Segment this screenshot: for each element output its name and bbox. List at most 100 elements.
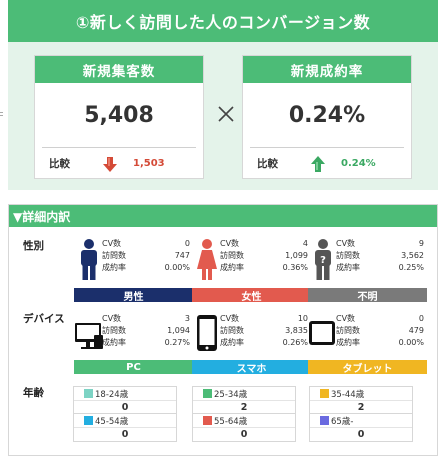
age-swatch <box>203 389 212 398</box>
cv-value: 0 <box>418 314 424 323</box>
visits-value: 1,099 <box>285 251 308 260</box>
age-range: 55-64歳 <box>214 416 248 427</box>
smartphone-label-bar: スマホ <box>192 360 311 375</box>
cv-label: CV数 <box>102 239 122 248</box>
device-stats: CV数 3 訪問数 1,094 成約率 0.27% <box>102 313 190 349</box>
rate-label: 成約率 <box>102 263 126 272</box>
age-swatch <box>84 389 93 398</box>
cv-label: CV数 <box>336 314 356 323</box>
multiply-icon <box>218 106 234 122</box>
cv-value: 9 <box>418 239 424 248</box>
new-acquisition-card: 新規集客数 5,408 比較 1,503 <box>34 55 204 179</box>
female-label-bar: 女性 <box>192 288 311 303</box>
comparison-label: 比較 <box>49 158 70 170</box>
age-range: 65歳- <box>331 416 354 427</box>
tablet-icon <box>309 321 335 345</box>
panel-title: ①新しく訪問した人のコンバージョン数 <box>8 0 438 42</box>
svg-text:?: ? <box>320 255 326 266</box>
gender-stats: CV数 0 訪問数 747 成約率 0.00% <box>102 238 190 274</box>
visits-label: 訪問数 <box>102 251 126 260</box>
comparison-value: 1,503 <box>133 158 165 169</box>
divider <box>42 147 196 148</box>
age-value: 0 <box>240 429 248 440</box>
visits-value: 3,562 <box>401 251 424 260</box>
device-label: デバイス <box>23 313 65 325</box>
age-value: 2 <box>357 402 365 413</box>
divider <box>250 147 404 148</box>
detail-title[interactable]: ▼詳細内訳 <box>9 205 437 227</box>
visits-value: 747 <box>174 251 190 260</box>
age-range: 18-24歳 <box>95 389 129 400</box>
age-value: 0 <box>121 429 129 440</box>
comparison-row: 比較 0.24% <box>243 148 411 179</box>
new-visitor-conversion-panel: ①新しく訪問した人のコンバージョン数 新規集客数 5,408 比較 1,503 … <box>8 0 438 190</box>
device-stats: CV数 0 訪問数 479 成約率 0.00% <box>336 313 424 349</box>
age-swatch <box>84 416 93 425</box>
trend-up-arrow-icon <box>311 155 325 172</box>
desktop-pc-icon <box>75 323 103 349</box>
rate-value: 0.36% <box>282 263 308 272</box>
age-group-box: 65歳- 0 <box>309 413 413 442</box>
age-value: 0 <box>357 429 365 440</box>
rate-value: 0.00% <box>398 338 424 347</box>
visits-label: 訪問数 <box>220 326 244 335</box>
device-stats: CV数 10 訪問数 3,835 成約率 0.26% <box>220 313 308 349</box>
cv-value: 3 <box>184 314 190 323</box>
female-person-icon <box>197 239 217 280</box>
unknown-person-icon: ? <box>315 239 331 280</box>
age-group-box: 45-54歳 0 <box>73 413 177 442</box>
age-range: 45-54歳 <box>95 416 129 427</box>
tablet-label-bar: タブレット <box>308 360 427 375</box>
cv-value: 0 <box>184 239 190 248</box>
visits-value: 479 <box>408 326 424 335</box>
cv-label: CV数 <box>220 239 240 248</box>
visits-value: 1,094 <box>167 326 190 335</box>
cv-label: CV数 <box>220 314 240 323</box>
pc-label-bar: PC <box>74 360 193 374</box>
age-value: 0 <box>121 402 129 413</box>
unknown-label-bar: 不明 <box>308 288 427 303</box>
visits-label: 訪問数 <box>220 251 244 260</box>
visits-label: 訪問数 <box>102 326 126 335</box>
rate-label: 成約率 <box>220 263 244 272</box>
age-label: 年齢 <box>23 387 44 399</box>
smartphone-icon <box>197 315 217 351</box>
age-group-box: 25-34歳 2 <box>192 386 296 415</box>
edge-marker <box>0 112 3 116</box>
card-title: 新規集客数 <box>35 56 203 83</box>
cv-value: 10 <box>297 314 308 323</box>
rate-label: 成約率 <box>336 338 360 347</box>
gender-stats: CV数 9 訪問数 3,562 成約率 0.25% <box>336 238 424 274</box>
age-value: 2 <box>240 402 248 413</box>
card-title: 新規成約率 <box>243 56 411 83</box>
gender-label: 性別 <box>23 240 44 252</box>
card-value: 0.24% <box>288 102 366 128</box>
comparison-value: 0.24% <box>341 158 376 169</box>
age-group-box: 55-64歳 0 <box>192 413 296 442</box>
age-swatch <box>320 389 329 398</box>
cv-label: CV数 <box>102 314 122 323</box>
trend-down-arrow-icon <box>103 156 117 172</box>
age-range: 35-44歳 <box>331 389 365 400</box>
rate-label: 成約率 <box>102 338 126 347</box>
comparison-row: 比較 1,503 <box>35 148 203 179</box>
male-person-icon <box>81 239 97 280</box>
rate-value: 0.26% <box>282 338 308 347</box>
new-conversion-rate-card: 新規成約率 0.24% 比較 0.24% <box>242 55 412 179</box>
visits-value: 3,835 <box>285 326 308 335</box>
age-group-box: 18-24歳 0 <box>73 386 177 415</box>
cv-label: CV数 <box>336 239 356 248</box>
card-value: 5,408 <box>84 102 154 128</box>
rate-value: 0.27% <box>164 338 190 347</box>
age-swatch <box>203 416 212 425</box>
rate-label: 成約率 <box>220 338 244 347</box>
age-swatch <box>320 416 329 425</box>
age-range: 25-34歳 <box>214 389 248 400</box>
rate-label: 成約率 <box>336 263 360 272</box>
detail-breakdown-panel: ▼詳細内訳 性別 CV数 0 訪問数 747 成約率 0.00% 男性 CV数 4 訪問… <box>8 204 438 456</box>
visits-label: 訪問数 <box>336 251 360 260</box>
comparison-label: 比較 <box>257 158 278 170</box>
age-group-box: 35-44歳 2 <box>309 386 413 415</box>
visits-label: 訪問数 <box>336 326 360 335</box>
cv-value: 4 <box>302 239 308 248</box>
